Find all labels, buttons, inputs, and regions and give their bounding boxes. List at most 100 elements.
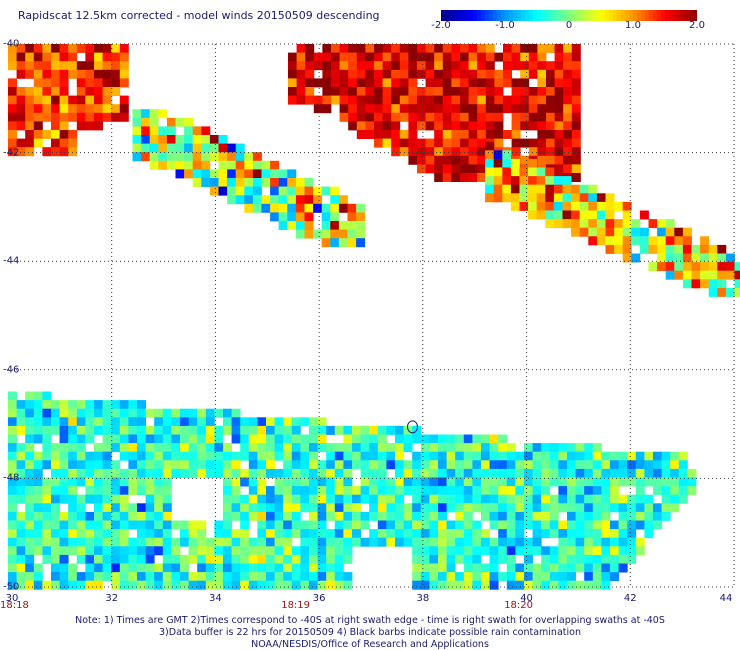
data-cell bbox=[33, 95, 43, 105]
data-cell bbox=[622, 201, 632, 211]
data-cell bbox=[627, 546, 637, 556]
note-line-1: Note: 1) Times are GMT 2)Times correspon… bbox=[75, 615, 665, 626]
data-cell bbox=[266, 520, 275, 530]
data-cell bbox=[541, 468, 551, 478]
data-cell bbox=[288, 95, 297, 105]
data-cell bbox=[102, 520, 112, 530]
data-cell bbox=[472, 563, 482, 573]
data-cell bbox=[197, 443, 207, 453]
data-cell bbox=[128, 572, 138, 582]
data-cell bbox=[665, 253, 675, 263]
data-cell bbox=[8, 95, 17, 105]
data-cell bbox=[278, 203, 288, 213]
data-cell bbox=[395, 468, 404, 478]
data-cell bbox=[231, 486, 241, 496]
data-cell bbox=[42, 87, 52, 96]
data-cell bbox=[563, 164, 573, 174]
data-cell bbox=[546, 138, 555, 148]
data-cell bbox=[592, 546, 602, 556]
data-cell bbox=[506, 494, 516, 504]
data-cell bbox=[68, 503, 78, 513]
colorbar-swatch bbox=[617, 10, 622, 21]
data-cell bbox=[111, 61, 121, 71]
data-cell bbox=[554, 147, 564, 157]
data-cell bbox=[635, 503, 645, 513]
data-cell bbox=[180, 425, 189, 435]
data-cell bbox=[549, 554, 559, 564]
data-cell bbox=[717, 287, 727, 297]
data-cell bbox=[472, 546, 482, 556]
data-cell bbox=[309, 494, 318, 504]
data-cell bbox=[605, 210, 615, 220]
data-cell bbox=[541, 511, 551, 521]
data-cell bbox=[563, 61, 573, 71]
data-cell bbox=[205, 468, 215, 478]
data-cell bbox=[489, 537, 499, 547]
data-cell bbox=[68, 537, 78, 547]
data-cell bbox=[33, 460, 43, 470]
data-cell bbox=[408, 87, 418, 96]
data-cell bbox=[326, 494, 336, 504]
data-cell bbox=[291, 425, 301, 435]
data-cell bbox=[653, 451, 662, 461]
data-cell bbox=[248, 546, 258, 556]
data-cell bbox=[549, 443, 559, 453]
data-cell bbox=[76, 104, 86, 114]
data-cell bbox=[391, 121, 401, 131]
data-cell bbox=[510, 158, 520, 168]
data-cell bbox=[8, 44, 17, 53]
data-cell bbox=[111, 520, 121, 530]
data-cell bbox=[455, 460, 465, 470]
data-cell bbox=[468, 44, 478, 53]
data-cell bbox=[257, 503, 267, 513]
data-cell bbox=[94, 580, 103, 590]
data-cell bbox=[489, 563, 499, 573]
data-cell bbox=[429, 477, 439, 487]
data-cell bbox=[665, 262, 675, 272]
data-cell bbox=[618, 520, 628, 530]
data-cell bbox=[644, 503, 654, 513]
data-cell bbox=[700, 236, 710, 246]
data-cell bbox=[503, 130, 512, 139]
colorbar-swatch bbox=[625, 10, 630, 21]
data-cell bbox=[137, 468, 146, 478]
data-cell bbox=[434, 138, 444, 148]
data-cell bbox=[498, 494, 508, 504]
data-cell bbox=[644, 520, 654, 530]
colorbar-swatch bbox=[661, 10, 666, 21]
data-cell bbox=[42, 451, 52, 461]
data-cell bbox=[309, 443, 318, 453]
data-cell bbox=[434, 78, 444, 88]
data-cell bbox=[227, 195, 237, 205]
data-cell bbox=[257, 460, 267, 470]
data-cell bbox=[446, 554, 456, 564]
data-cell bbox=[494, 130, 504, 139]
data-cell bbox=[8, 537, 17, 547]
data-cell bbox=[571, 104, 581, 114]
data-cell bbox=[94, 511, 103, 521]
data-cell bbox=[575, 494, 585, 504]
data-cell bbox=[558, 563, 568, 573]
data-cell bbox=[386, 443, 396, 453]
data-cell bbox=[137, 511, 146, 521]
data-cell bbox=[567, 511, 576, 521]
data-cell bbox=[477, 155, 487, 165]
data-cell bbox=[240, 451, 250, 461]
data-cell bbox=[331, 44, 340, 53]
data-cell bbox=[463, 580, 473, 590]
data-cell bbox=[300, 451, 310, 461]
data-cell bbox=[369, 529, 379, 539]
data-cell bbox=[231, 580, 241, 590]
data-cell bbox=[446, 468, 456, 478]
data-cell bbox=[16, 425, 26, 435]
data-cell bbox=[257, 520, 267, 530]
data-cell bbox=[537, 112, 547, 122]
data-cell bbox=[197, 460, 207, 470]
data-cell bbox=[592, 520, 602, 530]
data-cell bbox=[374, 121, 383, 131]
data-cell bbox=[592, 563, 602, 573]
data-cell bbox=[648, 219, 658, 229]
data-cell bbox=[446, 529, 456, 539]
data-cell bbox=[162, 554, 172, 564]
data-cell bbox=[571, 112, 581, 122]
